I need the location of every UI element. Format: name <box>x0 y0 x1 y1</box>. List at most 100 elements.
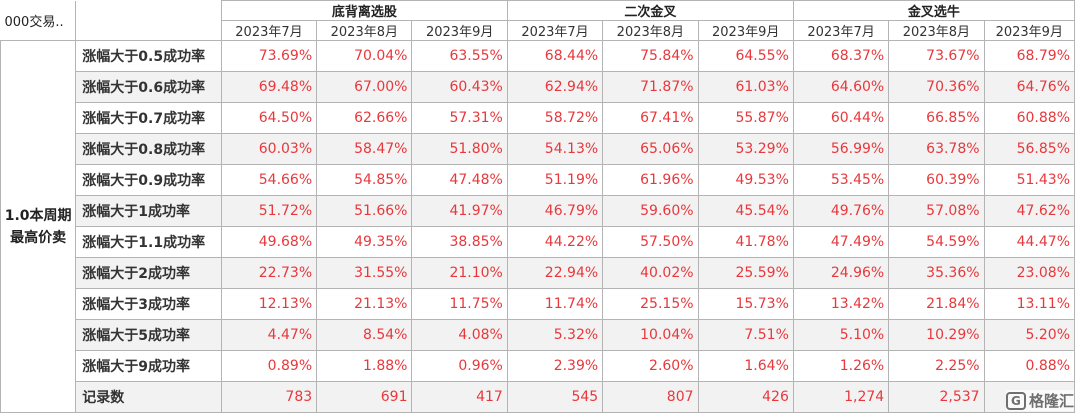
gelonghui-logo-icon: G <box>1005 391 1026 410</box>
table-row: 涨幅大于0.6成功率 69.48% 67.00% 60.43% 62.94% 71.87%… <box>1 71 1076 103</box>
value-cell: 47.48% <box>411 164 508 196</box>
value-cell: 57.50% <box>602 226 699 258</box>
value-cell: 0.88% <box>983 350 1076 382</box>
value-cell: 46.79% <box>506 195 604 227</box>
table-row: 涨幅大于1成功率 51.72% 51.66% 41.97% 46.79% 59.60% 45… <box>1 195 1076 227</box>
value-cell: 64.76% <box>983 71 1076 103</box>
table-row: 记录数 783 691 417 545 807 426 1,274 2,537 <box>1 381 1076 413</box>
value-cell: 11.75% <box>411 288 508 320</box>
value-cell: 51.19% <box>506 164 604 196</box>
value-cell: 44.47% <box>983 226 1076 258</box>
value-cell: 67.00% <box>316 71 413 103</box>
value-cell: 45.54% <box>697 195 794 227</box>
month-header: 2023年9月 <box>697 20 794 41</box>
value-cell: 7.51% <box>697 319 794 351</box>
value-cell: 68.79% <box>983 40 1076 72</box>
value-cell: 2,537 <box>888 381 985 413</box>
value-cell: 21.84% <box>888 288 985 320</box>
month-header: 2023年8月 <box>602 20 699 41</box>
row-label: 涨幅大于1.1成功率 <box>75 226 222 258</box>
row-label: 涨幅大于1成功率 <box>75 195 222 227</box>
table-row: 涨幅大于0.8成功率 60.03% 58.47% 51.80% 54.13% 65.06%… <box>1 133 1076 165</box>
value-cell: 49.53% <box>697 164 794 196</box>
value-cell: 2.25% <box>888 350 985 382</box>
value-cell: 51.66% <box>316 195 413 227</box>
value-cell: 68.44% <box>506 40 604 72</box>
value-cell: 25.15% <box>602 288 699 320</box>
corner-blank <box>75 0 222 41</box>
value-cell: 5.32% <box>506 319 604 351</box>
value-cell: 64.50% <box>220 102 318 134</box>
value-cell: 11.74% <box>506 288 604 320</box>
table-row: 涨幅大于1.1成功率 49.68% 49.35% 38.85% 44.22% 57.50%… <box>1 226 1076 258</box>
corner-label: 000交易.. <box>0 0 77 41</box>
table-row: 涨幅大于0.7成功率 64.50% 62.66% 57.31% 58.72% 67.41%… <box>1 102 1076 134</box>
value-cell: 35.36% <box>888 257 985 289</box>
value-cell: 68.37% <box>792 40 890 72</box>
value-cell: 4.47% <box>220 319 318 351</box>
table-row: 涨幅大于0.9成功率 54.66% 54.85% 47.48% 51.19% 61.96%… <box>1 164 1076 196</box>
value-cell: 60.39% <box>888 164 985 196</box>
value-cell: 55.87% <box>697 102 794 134</box>
watermark-text: 格隆汇 <box>1028 392 1074 410</box>
watermark: G 格隆汇 <box>1005 390 1074 411</box>
row-label: 涨幅大于0.5成功率 <box>75 40 222 72</box>
table-row: 涨幅大于3成功率 12.13% 21.13% 11.75% 11.74% 25.15% 15… <box>1 288 1076 320</box>
row-label: 涨幅大于9成功率 <box>75 350 222 382</box>
value-cell: 2.60% <box>602 350 699 382</box>
value-cell: 21.10% <box>411 257 508 289</box>
value-cell: 61.96% <box>602 164 699 196</box>
value-cell: 41.97% <box>411 195 508 227</box>
value-cell: 58.47% <box>316 133 413 165</box>
value-cell: 1,274 <box>792 381 890 413</box>
group-header: 金叉选牛 <box>792 0 1076 21</box>
value-cell: 47.62% <box>983 195 1076 227</box>
value-cell: 54.66% <box>220 164 318 196</box>
month-header: 2023年9月 <box>983 20 1076 41</box>
value-cell: 70.36% <box>888 71 985 103</box>
value-cell: 12.13% <box>220 288 318 320</box>
row-label: 涨幅大于3成功率 <box>75 288 222 320</box>
value-cell: 2.39% <box>506 350 604 382</box>
table-row: 涨幅大于5成功率 4.47% 8.54% 4.08% 5.32% 10.04% 7.51% 5… <box>1 319 1076 351</box>
value-cell: 807 <box>602 381 699 413</box>
table-row: 涨幅大于2成功率 22.73% 31.55% 21.10% 22.94% 40.02% 25… <box>1 257 1076 289</box>
value-cell: 24.96% <box>792 257 890 289</box>
value-cell: 13.42% <box>792 288 890 320</box>
month-header: 2023年8月 <box>888 20 985 41</box>
month-header: 2023年7月 <box>792 20 890 41</box>
value-cell: 61.03% <box>697 71 794 103</box>
value-cell: 5.20% <box>983 319 1076 351</box>
value-cell: 57.08% <box>888 195 985 227</box>
value-cell: 10.29% <box>888 319 985 351</box>
value-cell: 21.13% <box>316 288 413 320</box>
value-cell: 5.10% <box>792 319 890 351</box>
value-cell: 51.43% <box>983 164 1076 196</box>
value-cell: 49.76% <box>792 195 890 227</box>
value-cell: 71.87% <box>602 71 699 103</box>
value-cell: 691 <box>316 381 413 413</box>
value-cell: 57.31% <box>411 102 508 134</box>
value-cell: 54.85% <box>316 164 413 196</box>
row-label: 涨幅大于2成功率 <box>75 257 222 289</box>
value-cell: 31.55% <box>316 257 413 289</box>
value-cell: 59.60% <box>602 195 699 227</box>
value-cell: 0.89% <box>220 350 318 382</box>
value-cell: 15.73% <box>697 288 794 320</box>
value-cell: 64.55% <box>697 40 794 72</box>
value-cell: 10.04% <box>602 319 699 351</box>
value-cell: 426 <box>697 381 794 413</box>
row-label: 记录数 <box>75 381 222 413</box>
value-cell: 60.43% <box>411 71 508 103</box>
value-cell: 545 <box>506 381 604 413</box>
row-label: 涨幅大于0.6成功率 <box>75 71 222 103</box>
value-cell: 56.85% <box>983 133 1076 165</box>
value-cell: 54.59% <box>888 226 985 258</box>
value-cell: 1.64% <box>697 350 794 382</box>
value-cell: 70.04% <box>316 40 413 72</box>
value-cell: 63.55% <box>411 40 508 72</box>
value-cell: 60.03% <box>220 133 318 165</box>
value-cell: 38.85% <box>411 226 508 258</box>
value-cell: 62.94% <box>506 71 604 103</box>
value-cell: 65.06% <box>602 133 699 165</box>
